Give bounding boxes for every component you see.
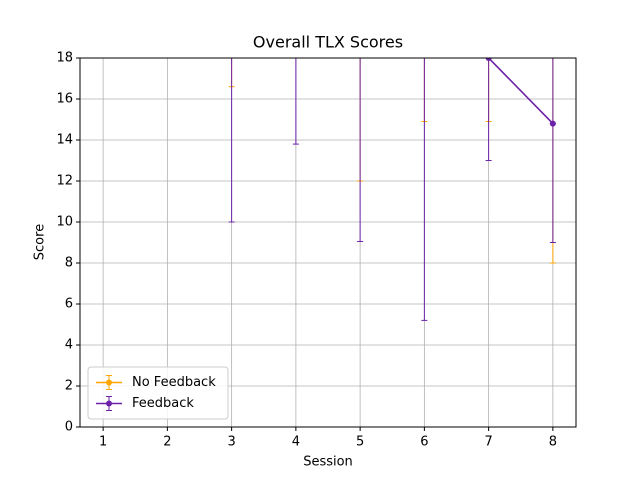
legend-label: No Feedback (132, 375, 216, 390)
legend-marker (106, 379, 112, 386)
legend: No Feedback Feedback (87, 366, 229, 420)
y-tick-label: 10 (56, 215, 73, 230)
y-tick-label: 6 (65, 297, 73, 312)
legend-marker (106, 400, 112, 407)
chart-title: Overall TLX Scores (253, 33, 403, 52)
x-tick-label: 5 (356, 435, 364, 450)
x-tick-label: 4 (292, 435, 300, 450)
y-tick-label: 18 (56, 51, 73, 66)
series-line (487, 58, 554, 125)
y-tick-label: 14 (56, 133, 73, 148)
x-tick-label: 8 (549, 435, 557, 450)
legend-label: Feedback (132, 396, 194, 411)
y-tick-label: 4 (65, 338, 73, 353)
y-axis-label: Score (33, 224, 48, 260)
y-tick-label: 0 (65, 420, 73, 435)
x-axis-label: Session (303, 455, 353, 470)
x-tick-label: 7 (484, 435, 492, 450)
point (549, 120, 556, 127)
point (485, 58, 492, 61)
y-tick-label: 2 (65, 379, 73, 394)
x-tick-label: 3 (227, 435, 235, 450)
y-tick-label: 12 (56, 174, 73, 189)
axes-frame (79, 57, 577, 428)
x-tick-label: 6 (420, 435, 428, 450)
y-tick-label: 16 (56, 92, 73, 107)
legend-box (87, 366, 229, 420)
x-tick-label: 1 (99, 435, 107, 450)
x-tick-label: 2 (163, 435, 171, 450)
y-tick-label: 8 (65, 256, 73, 271)
plot-area (228, 58, 556, 321)
